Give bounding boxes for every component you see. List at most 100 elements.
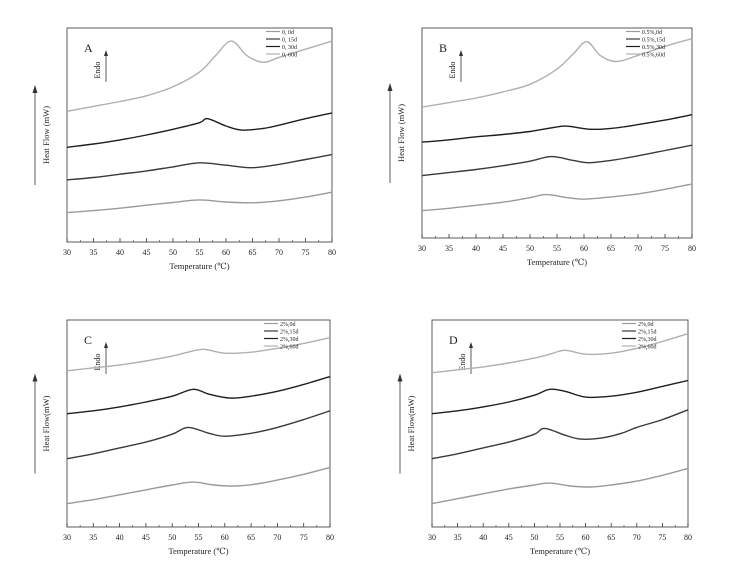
series-line-c-2 xyxy=(66,375,331,415)
legend-label-c-1: 2%,15d xyxy=(280,330,299,336)
x-tick-label-b-80: 80 xyxy=(688,244,696,253)
y-axis-label-c: Heat Flow(mW) xyxy=(41,395,51,451)
endo-label-d: Endo xyxy=(458,354,467,371)
y-axis-arrow-head-d xyxy=(397,373,403,382)
endo-label-c: Endo xyxy=(93,354,102,371)
series-line-d-1 xyxy=(431,409,689,460)
x-axis-label-c: Temperature (℃) xyxy=(168,546,228,556)
x-tick-label-c-40: 40 xyxy=(116,533,124,542)
x-tick-label-c-65: 65 xyxy=(247,533,255,542)
legend-label-a-0: 0, 0d xyxy=(282,30,294,36)
legend-label-d-2: 2%,30d xyxy=(638,337,657,343)
legend-label-d-3: 2%,60d xyxy=(638,345,657,351)
x-axis-label-d: Temperature (℃) xyxy=(530,546,590,556)
x-tick-label-d-80: 80 xyxy=(684,533,692,542)
endo-arrow-head-b xyxy=(459,50,463,56)
x-tick-label-b-70: 70 xyxy=(634,244,642,253)
series-line-c-3 xyxy=(66,336,331,372)
endo-arrow-head-a xyxy=(104,50,108,56)
x-tick-label-c-55: 55 xyxy=(195,533,203,542)
x-tick-label-d-75: 75 xyxy=(658,533,666,542)
x-tick-label-b-45: 45 xyxy=(499,244,507,253)
x-tick-label-d-35: 35 xyxy=(454,533,462,542)
x-tick-label-b-35: 35 xyxy=(445,244,453,253)
legend-label-b-2: 0.5%,30d xyxy=(642,45,665,51)
x-axis-label-a: Temperature (℃) xyxy=(169,261,229,271)
panel-label-b: B xyxy=(439,41,447,55)
x-tick-label-a-35: 35 xyxy=(90,248,98,257)
x-tick-label-a-30: 30 xyxy=(63,248,71,257)
y-axis-label-d: Heat Flow(mW) xyxy=(406,395,416,451)
x-tick-label-a-50: 50 xyxy=(169,248,177,257)
x-tick-label-b-65: 65 xyxy=(607,244,615,253)
x-tick-label-b-75: 75 xyxy=(661,244,669,253)
x-tick-label-d-45: 45 xyxy=(505,533,513,542)
series-line-d-3 xyxy=(431,333,689,374)
legend-label-a-1: 0, 15d xyxy=(282,38,297,44)
series-line-c-0 xyxy=(66,466,331,505)
x-tick-label-c-30: 30 xyxy=(63,533,71,542)
chart-panel-c-svg: 30 35 40 45 50 55 60 65 70 75 80 Temperature (℃) Hea… xyxy=(32,319,334,556)
x-tick-label-a-60: 60 xyxy=(222,248,230,257)
series-line-c-1 xyxy=(66,410,331,460)
x-tick-label-a-70: 70 xyxy=(275,248,283,257)
x-tick-label-c-60: 60 xyxy=(221,533,229,542)
series-line-a-2 xyxy=(66,112,333,148)
x-tick-label-d-55: 55 xyxy=(556,533,564,542)
x-tick-label-c-35: 35 xyxy=(89,533,97,542)
x-tick-label-a-80: 80 xyxy=(328,248,336,257)
endo-label-b: Endo xyxy=(448,62,457,79)
chart-panel-b: 30 35 40 45 50 55 60 65 70 75 80 Temperature (℃) Hea… xyxy=(380,0,735,275)
chart-panel-a: 30 35 40 45 50 55 60 65 70 75 80 Temperature (℃) Hea… xyxy=(0,0,380,275)
series-line-a-1 xyxy=(66,153,333,181)
chart-panel-c: 30 35 40 45 50 55 60 65 70 75 80 Temperature (℃) Hea… xyxy=(0,290,380,562)
panel-label-c: C xyxy=(84,333,92,347)
x-tick-label-b-40: 40 xyxy=(472,244,480,253)
series-line-b-3 xyxy=(421,38,693,108)
series-line-d-0 xyxy=(431,467,689,505)
x-tick-label-b-50: 50 xyxy=(526,244,534,253)
x-tick-label-a-40: 40 xyxy=(116,248,124,257)
series-line-b-1 xyxy=(421,144,693,177)
endo-label-a: Endo xyxy=(93,62,102,79)
x-tick-label-a-45: 45 xyxy=(143,248,151,257)
x-tick-label-d-30: 30 xyxy=(428,533,436,542)
endo-arrow-head-c xyxy=(104,342,108,348)
legend-label-b-3: 0.5%,60d xyxy=(642,53,665,59)
series-line-b-0 xyxy=(421,183,693,212)
panel-label-d: D xyxy=(449,333,458,347)
legend-label-d-0: 2%,0d xyxy=(638,322,654,328)
x-tick-label-a-65: 65 xyxy=(249,248,257,257)
x-tick-label-c-45: 45 xyxy=(142,533,150,542)
x-tick-label-c-80: 80 xyxy=(326,533,334,542)
x-tick-label-c-70: 70 xyxy=(273,533,281,542)
series-line-a-0 xyxy=(66,191,333,214)
legend-label-c-0: 2%,0d xyxy=(280,322,296,328)
x-tick-label-c-50: 50 xyxy=(168,533,176,542)
y-axis-label-a: Heat Flow (mW) xyxy=(41,106,51,164)
x-tick-label-b-55: 55 xyxy=(553,244,561,253)
x-tick-label-c-75: 75 xyxy=(300,533,308,542)
legend-label-d-1: 2%,15d xyxy=(638,330,657,336)
legend-label-a-2: 0, 30d xyxy=(282,45,297,51)
legend-label-a-3: 0, 60d xyxy=(282,53,297,59)
x-tick-label-d-60: 60 xyxy=(582,533,590,542)
legend-label-c-3: 2%,60d xyxy=(280,345,299,351)
y-axis-arrow-head-c xyxy=(32,373,38,382)
x-tick-label-b-60: 60 xyxy=(580,244,588,253)
x-tick-label-d-70: 70 xyxy=(633,533,641,542)
legend-label-c-2: 2%,30d xyxy=(280,337,299,343)
legend-label-b-1: 0.5%,15d xyxy=(642,38,665,44)
x-tick-label-b-30: 30 xyxy=(418,244,426,253)
chart-panel-d-svg: 30 35 40 45 50 55 60 65 70 75 80 Temperature (℃) Hea… xyxy=(397,319,692,556)
x-tick-label-a-75: 75 xyxy=(302,248,310,257)
legend-label-b-0: 0.5%,0d xyxy=(642,30,662,36)
x-tick-label-d-65: 65 xyxy=(607,533,615,542)
y-axis-arrow-head-a xyxy=(32,85,38,93)
y-axis-label-b: Heat Flow (mW) xyxy=(396,104,406,162)
chart-panel-a-svg: 30 35 40 45 50 55 60 65 70 75 80 Temperature (℃) Hea… xyxy=(32,27,336,271)
x-tick-label-a-55: 55 xyxy=(196,248,204,257)
x-tick-label-d-40: 40 xyxy=(479,533,487,542)
series-line-d-2 xyxy=(431,379,689,415)
